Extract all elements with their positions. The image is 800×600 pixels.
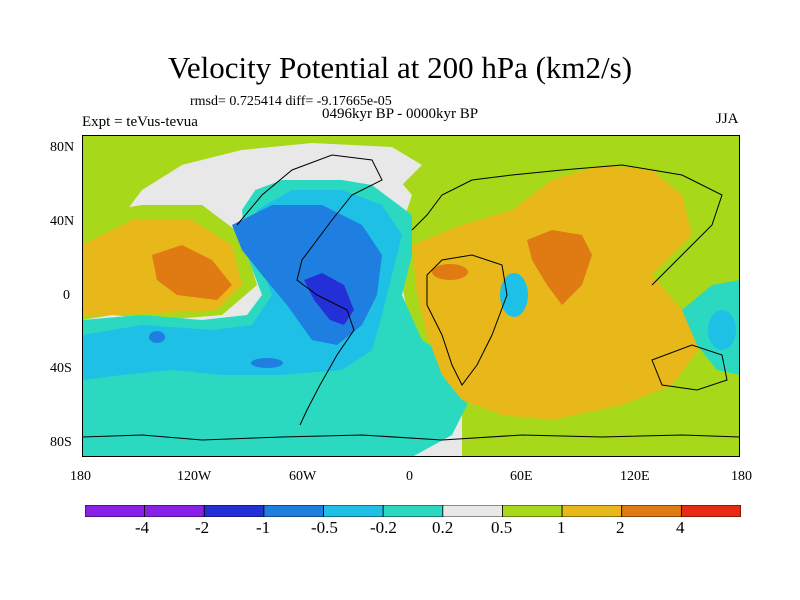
- velocity-potential-map: [82, 135, 740, 457]
- lat-label-40n: 40N: [50, 214, 75, 229]
- colorbar-swatch-0: [85, 505, 146, 517]
- lon-label-60w: 60W: [289, 469, 317, 484]
- season-label: JJA: [716, 111, 739, 127]
- colorbar-swatch-5: [382, 505, 444, 517]
- cb-label-5: 0.2: [432, 518, 454, 537]
- lon-label-0: 0: [406, 469, 413, 484]
- cb-label-1: -2: [195, 518, 210, 537]
- neg-blob-arabian: [500, 273, 528, 317]
- colorbar-swatch-2: [203, 505, 265, 517]
- cb-label-4: -0.2: [370, 518, 397, 537]
- experiment-label: Expt = teVus-tevua: [82, 114, 198, 130]
- colorbar-swatch-4: [323, 505, 384, 517]
- colorbar-swatch-10: [680, 505, 741, 517]
- lon-label-180w: 180: [70, 469, 91, 484]
- stats-line: rmsd= 0.725414 diff= -9.17665e-05: [190, 94, 392, 109]
- lon-label-120w: 120W: [177, 469, 212, 484]
- colorbar: [85, 505, 741, 517]
- neg-1-spot-south: [251, 358, 283, 368]
- cb-label-8: 2: [616, 518, 625, 537]
- pos-1-pacific: [152, 245, 232, 300]
- cb-label-0: -4: [135, 518, 150, 537]
- map-title: Velocity Potential at 200 hPa (km2/s): [167, 50, 633, 85]
- colorbar-swatch-3: [263, 505, 324, 517]
- lat-label-80n: 80N: [50, 140, 75, 155]
- period-label: 0496kyr BP - 0000kyr BP: [321, 106, 479, 122]
- pos-1-africa: [432, 264, 468, 280]
- cb-label-2: -1: [256, 518, 271, 537]
- coastlines: [82, 154, 740, 441]
- colorbar-swatch-6: [442, 505, 503, 517]
- lon-label-120e: 120E: [620, 469, 650, 484]
- pos-1-india: [527, 230, 592, 305]
- lat-label-80s: 80S: [50, 435, 72, 450]
- neg-05-west-pacific: [708, 310, 736, 350]
- cb-label-6: 0.5: [491, 518, 513, 537]
- lat-label-40s: 40S: [50, 361, 72, 376]
- cb-label-3: -0.5: [311, 518, 338, 537]
- colorbar-swatch-7: [502, 505, 563, 517]
- lon-label-180e: 180: [731, 469, 752, 484]
- lon-label-60e: 60E: [510, 469, 533, 484]
- colorbar-swatch-9: [621, 505, 682, 517]
- cb-label-7: 1: [557, 518, 566, 537]
- lat-label-0: 0: [63, 288, 70, 303]
- cb-label-9: 4: [676, 518, 685, 537]
- grey-north: [182, 143, 422, 195]
- colorbar-swatch-1: [144, 505, 205, 517]
- neg-1-spot-sw: [149, 331, 165, 343]
- colorbar-swatch-8: [561, 505, 623, 517]
- neg-2-region: [304, 273, 354, 325]
